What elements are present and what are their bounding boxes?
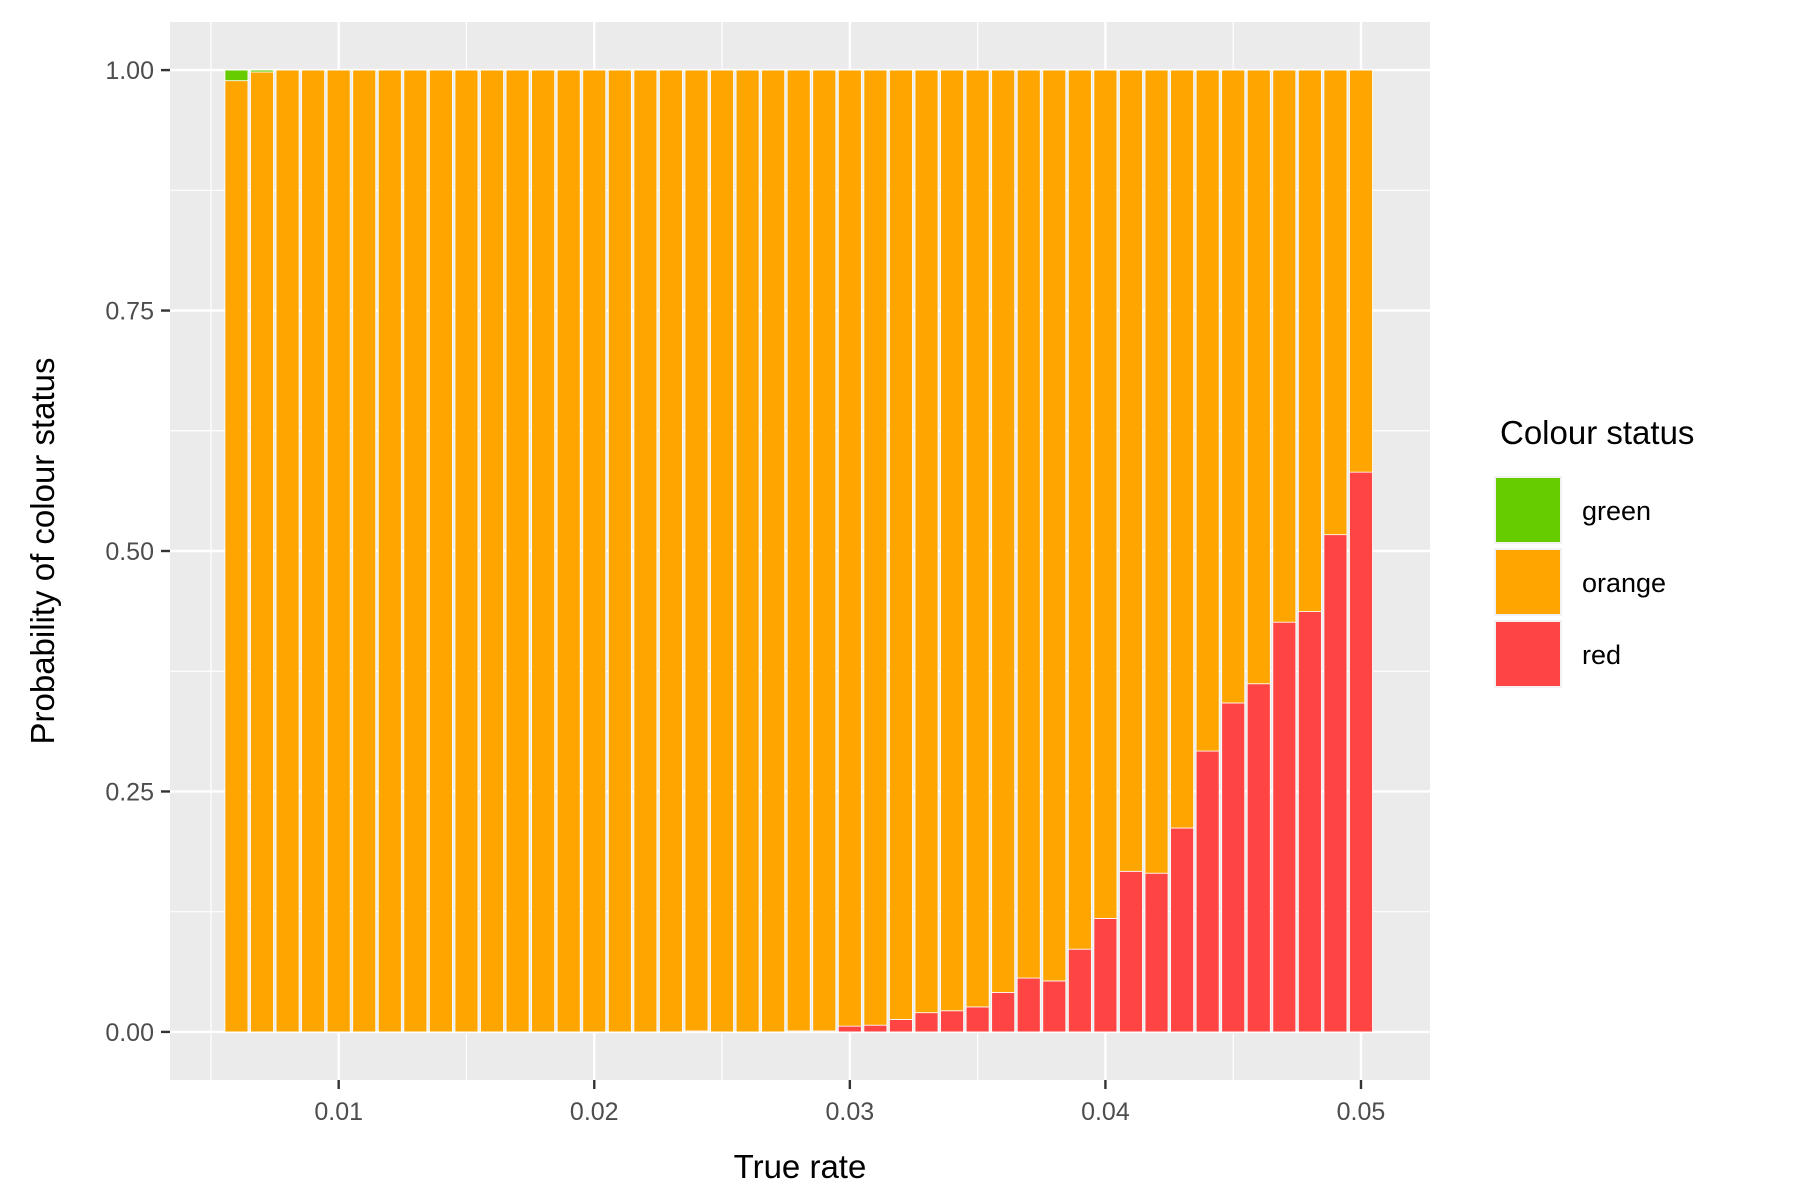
bar-red (991, 992, 1016, 1033)
bar-orange (659, 69, 683, 1033)
bar-red (1067, 948, 1092, 1033)
bar-orange (1195, 69, 1220, 752)
bar-orange (326, 69, 351, 1033)
bar-orange (505, 69, 530, 1033)
bar-orange (250, 71, 274, 1033)
bar-orange (786, 69, 811, 1032)
x-tick-label: 0.04 (1081, 1098, 1130, 1126)
bar-orange (1221, 69, 1246, 704)
bar-orange (556, 69, 581, 1033)
y-tick-label: 0.75 (105, 298, 154, 326)
bar-green (250, 69, 274, 73)
bar-red (914, 1012, 939, 1033)
bar-orange (812, 69, 837, 1032)
bar-red (889, 1019, 913, 1033)
y-tick-label: 0.50 (105, 538, 154, 566)
bar-red (1272, 621, 1297, 1033)
bar-orange (275, 69, 300, 1033)
bars (224, 69, 1373, 1033)
bar-orange (480, 69, 504, 1033)
bar-orange (735, 69, 760, 1033)
bar-orange (352, 69, 377, 1033)
legend: Colour status green orange red (1494, 414, 1694, 688)
x-axis-title: True rate (734, 1148, 867, 1185)
legend-swatch-orange (1496, 550, 1560, 614)
bar-red (1246, 683, 1271, 1033)
bar-orange (837, 69, 862, 1027)
bar-orange (607, 69, 632, 1033)
legend-label-red: red (1582, 640, 1621, 670)
bar-orange (965, 69, 990, 1008)
y-axis-title: Probability of colour status (24, 357, 61, 744)
bar-red (1297, 611, 1322, 1033)
bar-orange (301, 69, 326, 1033)
bar-red (1195, 750, 1220, 1033)
legend-swatch-red (1496, 622, 1560, 686)
bar-orange (1093, 69, 1118, 919)
x-axis: 0.01 0.02 0.03 0.04 0.05 (314, 1080, 1385, 1126)
bar-orange (1272, 69, 1297, 623)
bar-orange (1042, 69, 1067, 982)
x-tick-label: 0.01 (314, 1098, 363, 1126)
legend-swatch-green (1496, 478, 1560, 542)
bar-red (1144, 872, 1169, 1033)
bar-red (1170, 827, 1194, 1033)
bar-red (1016, 977, 1041, 1033)
y-tick-label: 1.00 (105, 57, 154, 85)
bar-red (1119, 870, 1143, 1033)
bar-orange (710, 69, 734, 1033)
legend-label-orange: orange (1582, 568, 1666, 598)
bar-orange (684, 69, 709, 1032)
bar-orange (377, 69, 402, 1033)
bar-orange (429, 69, 453, 1033)
y-tick-label: 0.00 (105, 1019, 154, 1047)
bar-red (1349, 471, 1373, 1033)
bar-orange (582, 69, 607, 1033)
bar-orange (224, 80, 249, 1033)
x-tick-label: 0.02 (570, 1098, 619, 1126)
bar-orange (761, 69, 786, 1033)
bar-orange (1067, 69, 1092, 950)
bar-orange (403, 69, 428, 1033)
bar-red (965, 1006, 990, 1033)
bar-orange (454, 69, 479, 1033)
bar-green (224, 69, 249, 82)
bar-orange (1297, 69, 1322, 612)
bar-red (837, 1025, 862, 1033)
bar-orange (1119, 69, 1143, 872)
bar-orange (889, 69, 913, 1020)
bar-orange (1016, 69, 1041, 979)
x-tick-label: 0.03 (826, 1098, 875, 1126)
legend-title: Colour status (1500, 414, 1694, 451)
bar-orange (863, 69, 888, 1026)
bar-red (863, 1024, 888, 1033)
bar-orange (633, 69, 658, 1033)
bar-orange (914, 69, 939, 1014)
bar-orange (991, 69, 1016, 993)
bar-orange (940, 69, 964, 1012)
bar-orange (1323, 69, 1348, 536)
bar-red (1042, 980, 1067, 1033)
bar-orange (1246, 69, 1271, 685)
bar-orange (1170, 69, 1194, 829)
y-tick-label: 0.25 (105, 778, 154, 806)
bar-red (1323, 534, 1348, 1033)
legend-label-green: green (1582, 496, 1651, 526)
bar-red (1093, 918, 1118, 1033)
bar-red (1221, 702, 1246, 1033)
bar-red (940, 1010, 964, 1033)
x-tick-label: 0.05 (1337, 1098, 1386, 1126)
bar-orange (1144, 69, 1169, 874)
y-axis: 0.00 0.25 0.50 0.75 1.00 (105, 57, 170, 1047)
bar-orange (1349, 69, 1373, 473)
bar-orange (531, 69, 556, 1033)
